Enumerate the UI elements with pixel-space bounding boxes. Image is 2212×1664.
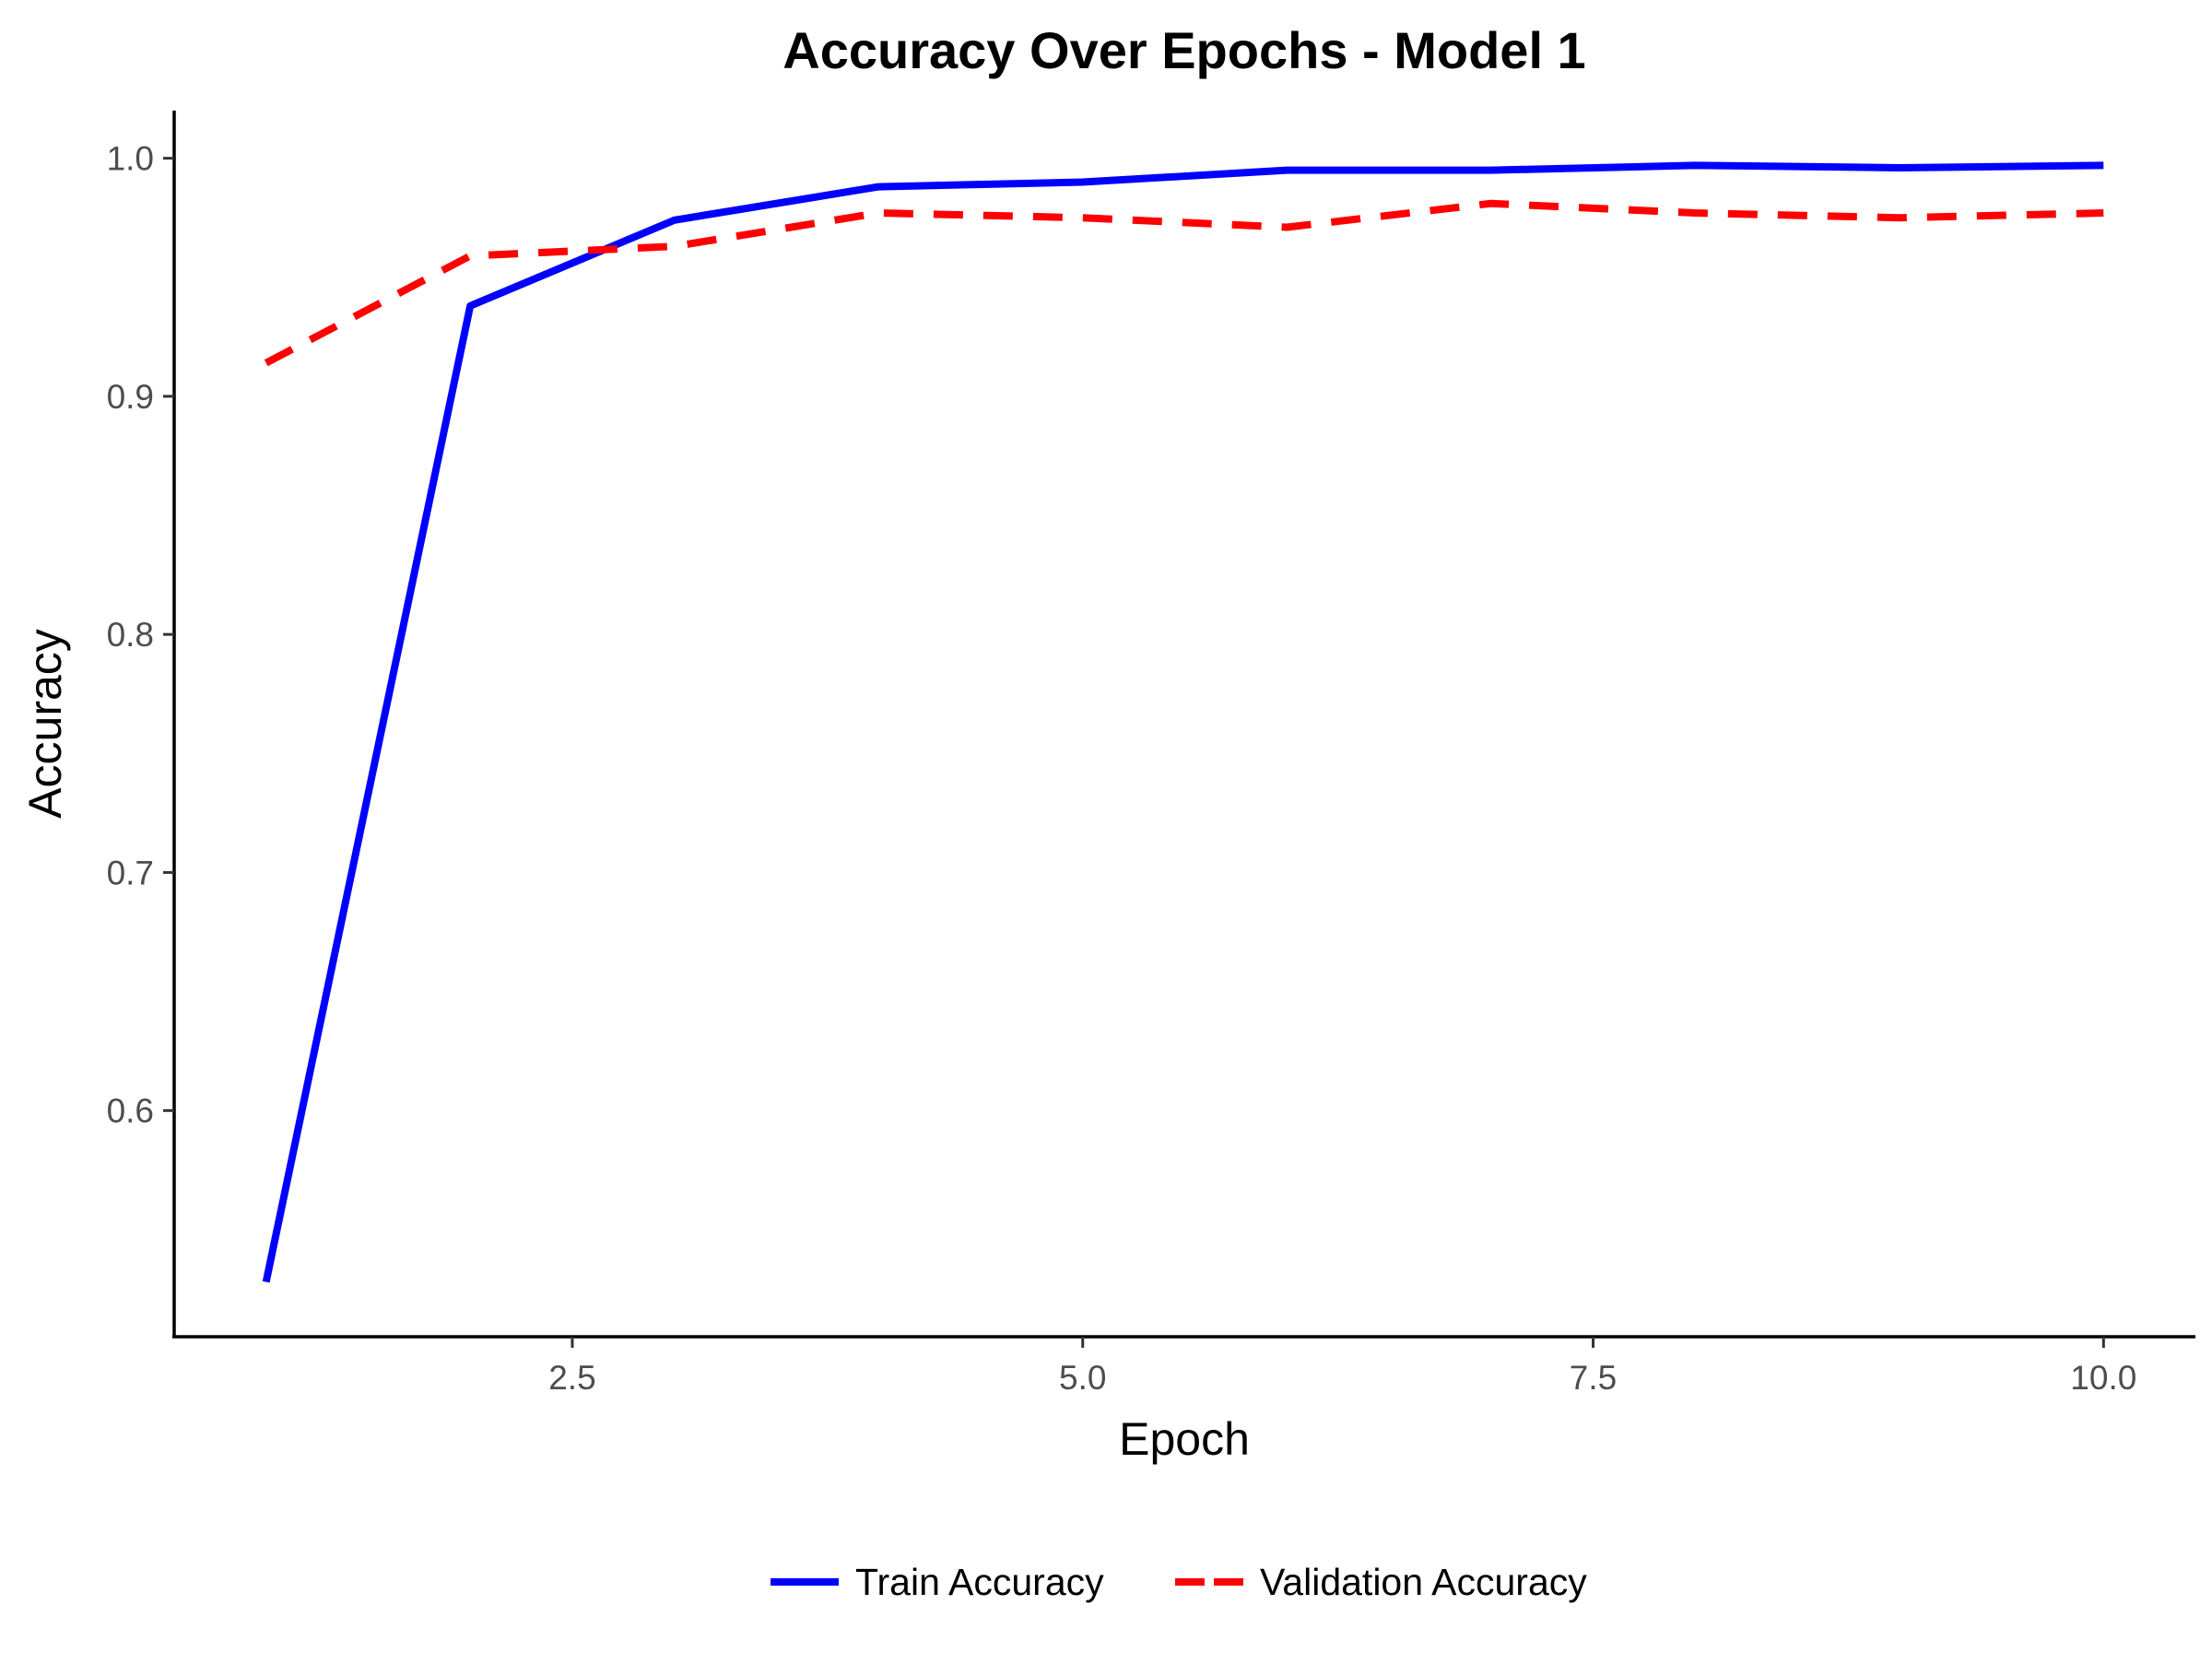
y-tick-label: 1.0: [107, 140, 154, 178]
y-axis-ticks: 0.6 0.7 0.8 0.9 1.0: [107, 140, 174, 1130]
legend: Train Accuracy Validation Accuracy: [771, 1561, 1587, 1603]
y-tick-label: 0.8: [107, 616, 154, 654]
y-axis-title: Accuracy: [19, 629, 71, 819]
plot-area: [262, 161, 2104, 1283]
train-accuracy-line: [262, 161, 2104, 1283]
x-tick-label: 5.0: [1059, 1359, 1106, 1397]
validation-accuracy-legend-label: Validation Accuracy: [1260, 1561, 1587, 1603]
validation-accuracy-line: [264, 199, 2104, 367]
y-tick-label: 0.6: [107, 1092, 154, 1130]
x-tick-label: 7.5: [1570, 1359, 1617, 1397]
x-tick-label: 10.0: [2070, 1359, 2136, 1397]
y-tick-label: 0.9: [107, 378, 154, 416]
chart-title: Accuracy Over Epochs - Model 1: [782, 21, 1585, 79]
train-accuracy-legend-label: Train Accuracy: [855, 1561, 1104, 1603]
x-tick-label: 2.5: [548, 1359, 595, 1397]
y-tick-label: 0.7: [107, 854, 154, 891]
x-axis-ticks: 2.5 5.0 7.5 10.0: [548, 1337, 2136, 1397]
x-axis-title: Epoch: [1119, 1413, 1250, 1465]
